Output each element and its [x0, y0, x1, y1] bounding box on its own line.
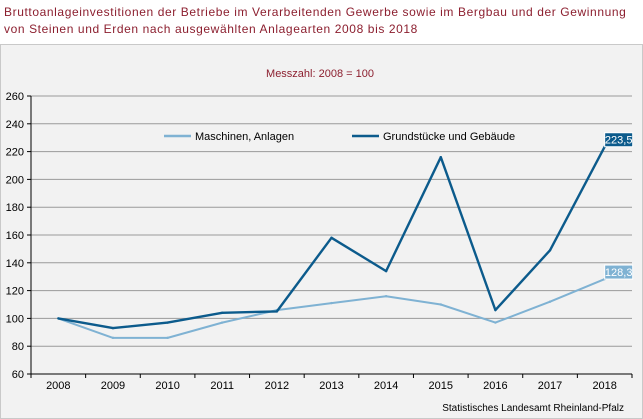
y-tick-label: 60: [12, 369, 24, 381]
y-tick-label: 240: [6, 119, 24, 131]
data-point: [330, 236, 333, 239]
source-note: Statistisches Landesamt Rheinland-Pfalz: [442, 403, 624, 414]
end-value-label: 128,3: [605, 267, 633, 279]
data-point: [57, 317, 60, 320]
x-tick-label: 2011: [210, 380, 234, 392]
data-point: [221, 321, 224, 324]
data-point: [439, 155, 442, 159]
y-tick-label: 220: [6, 147, 24, 159]
x-tick-label: 2018: [592, 380, 616, 392]
end-value-box: [604, 132, 634, 148]
data-point: [111, 336, 115, 340]
y-tick-label: 80: [12, 341, 24, 353]
end-value-box: [604, 264, 634, 280]
x-tick-label: 2013: [319, 380, 343, 392]
data-point: [166, 321, 169, 324]
data-point: [494, 321, 497, 324]
x-tick-label: 2008: [46, 380, 70, 392]
y-tick-label: 200: [6, 174, 24, 186]
data-point: [166, 336, 169, 340]
data-point: [548, 300, 552, 303]
x-tick-label: 2017: [538, 380, 562, 392]
data-point: [548, 249, 552, 252]
chart-title: Bruttoanlageinvestitionen der Betriebe i…: [4, 5, 627, 36]
x-tick-label: 2010: [155, 380, 179, 392]
end-value-label: 223,5: [605, 135, 633, 147]
y-tick-label: 140: [6, 258, 24, 270]
y-tick-label: 120: [6, 286, 24, 298]
y-tick-label: 180: [6, 202, 24, 214]
data-point: [494, 308, 497, 312]
x-tick-label: 2009: [101, 380, 125, 392]
y-tick-label: 260: [6, 91, 24, 103]
data-point: [330, 301, 333, 305]
legend-label: Maschinen, Anlagen: [195, 131, 294, 143]
data-point: [111, 326, 115, 330]
x-tick-label: 2016: [483, 380, 507, 392]
y-tick-label: 160: [6, 230, 24, 242]
x-tick-label: 2015: [429, 380, 453, 392]
y-tick-label: 100: [6, 313, 24, 325]
data-point: [384, 294, 388, 298]
x-tick-label: 2014: [374, 380, 398, 392]
data-point: [439, 303, 442, 306]
data-point: [221, 311, 224, 315]
legend-label: Grundstücke und Gebäude: [383, 131, 515, 143]
x-tick-label: 2012: [265, 380, 289, 392]
data-point: [384, 269, 388, 273]
chart-subtitle: Messzahl: 2008 = 100: [266, 68, 374, 80]
data-point: [275, 310, 279, 313]
